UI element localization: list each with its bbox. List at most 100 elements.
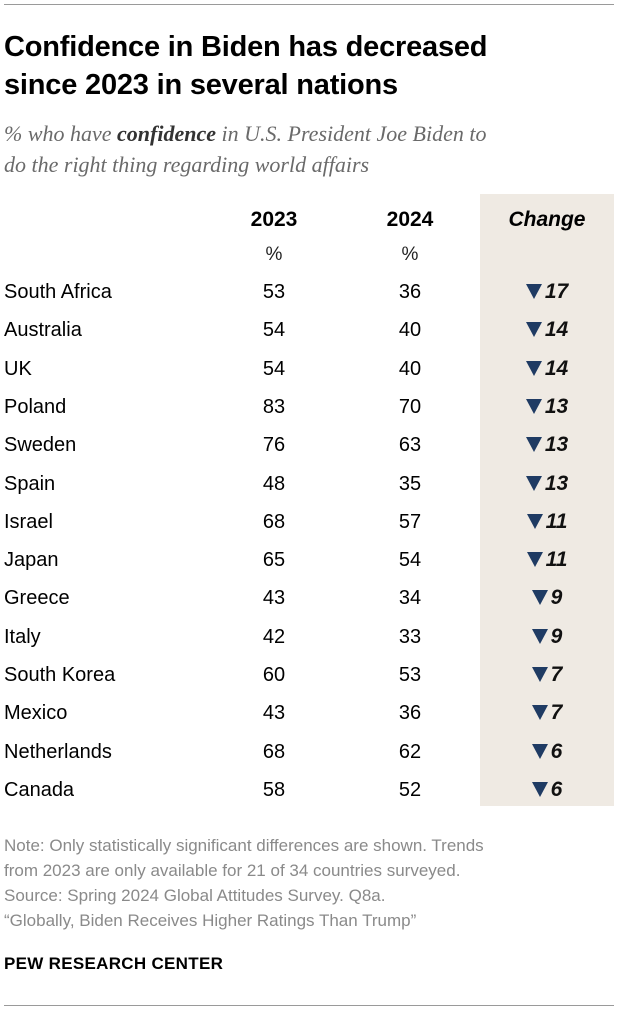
table-row: South Korea 60 53 7 [0,656,620,694]
table-row: UK 54 40 14 [0,350,620,388]
subtitle-post: in U.S. President Joe Biden to [216,121,487,146]
table-row: Netherlands 68 62 6 [0,733,620,771]
value-2023: 68 [262,510,286,533]
change-value: 14 [544,318,569,342]
change-column-band [480,194,614,806]
value-2024: 63 [398,434,422,457]
change-cell: 6 [480,733,614,771]
value-2023: 83 [262,395,286,418]
change-cell: 13 [480,388,614,426]
change-value: 13 [544,433,569,457]
value-2023: 68 [262,740,286,763]
table-row: Canada 58 52 6 [0,771,620,809]
change-cell: 13 [480,426,614,464]
unit-2023: % [265,244,283,265]
country-label: Sweden [4,434,77,457]
change-value: 7 [550,701,563,725]
header-2023: 2023 [250,208,298,231]
down-triangle-icon [531,590,548,606]
unit-2024: % [401,244,419,265]
change-cell: 11 [480,503,614,541]
down-triangle-icon [531,705,548,721]
down-triangle-icon [531,743,548,759]
value-2023: 58 [262,778,286,801]
change-cell: 7 [480,656,614,694]
down-triangle-icon [531,667,548,682]
title-line-1: Confidence in Biden has decreased [4,31,488,63]
table-row: Italy 42 33 9 [0,618,620,656]
change-value: 14 [544,356,569,380]
table-row: Japan 65 54 11 [0,541,620,579]
value-2023: 43 [262,702,286,725]
value-2023: 60 [262,664,286,686]
change-value: 13 [544,471,569,495]
value-2024: 36 [398,281,422,303]
report-title-line: “Globally, Biden Receives Higher Ratings… [4,911,417,930]
value-2024: 35 [398,472,422,495]
change-value: 13 [544,394,569,418]
country-label: UK [4,357,32,380]
country-label: South Korea [4,664,116,686]
table-row: Mexico 43 36 7 [0,694,620,732]
country-label: South Africa [4,281,112,303]
header-2024: 2024 [386,208,434,231]
change-value: 17 [544,280,569,303]
change-value: 9 [550,624,563,648]
value-2023: 65 [262,549,286,572]
value-2024: 36 [398,702,422,725]
country-label: Italy [4,625,41,648]
change-cell: 13 [480,465,614,503]
value-2024: 40 [398,357,422,380]
country-label: Poland [4,395,67,418]
down-triangle-icon [531,628,548,644]
chart-title: Confidence in Biden has decreased since … [4,28,604,104]
change-cell: 9 [480,618,614,656]
change-cell: 17 [480,273,614,311]
subtitle-emphasis: confidence [117,121,216,146]
down-triangle-icon [525,360,542,376]
value-2024: 34 [398,587,422,610]
value-2024: 52 [398,778,422,801]
value-2023: 53 [262,281,286,303]
bottom-rule [4,1005,614,1006]
value-2024: 40 [398,319,422,342]
value-2023: 43 [262,587,286,610]
table-row: Australia 54 40 14 [0,311,620,349]
country-label: Australia [4,319,82,342]
change-value: 11 [545,509,568,533]
footnote: Note: Only statistically significant dif… [4,833,604,933]
change-value: 7 [550,663,563,686]
change-cell: 14 [480,350,614,388]
table-row: Spain 48 35 13 [0,465,620,503]
table-row: Poland 83 70 13 [0,388,620,426]
country-label: Greece [4,587,70,610]
down-triangle-icon [526,552,543,568]
subtitle-pre: % who have [4,121,118,146]
value-2023: 54 [262,357,286,380]
value-2024: 53 [398,664,422,686]
value-2024: 33 [398,625,422,648]
table-row: South Africa 53 36 17 [0,273,620,311]
subtitle-line-2: do the right thing regarding world affai… [4,152,370,177]
top-rule [4,4,614,5]
note-line-1: Note: Only statistically significant dif… [4,836,484,855]
country-label: Japan [4,549,59,572]
table-row: Greece 43 34 9 [0,579,620,617]
chart-subtitle: % who have confidence in U.S. President … [4,118,604,180]
value-2023: 48 [262,472,286,495]
down-triangle-icon [525,437,542,453]
down-triangle-icon [525,322,542,338]
country-label: Spain [4,472,56,495]
value-2024: 62 [398,740,422,763]
down-triangle-icon [525,398,542,414]
change-value: 6 [550,777,563,801]
down-triangle-icon [526,513,543,529]
note-line-2: from 2023 are only available for 21 of 3… [4,861,461,880]
value-2024: 70 [398,395,422,418]
value-2023: 42 [262,625,286,648]
value-2024: 57 [398,510,422,533]
change-value: 9 [550,586,563,610]
table-row: Israel 68 57 11 [0,503,620,541]
change-cell: 6 [480,771,614,809]
down-triangle-icon [525,284,542,299]
